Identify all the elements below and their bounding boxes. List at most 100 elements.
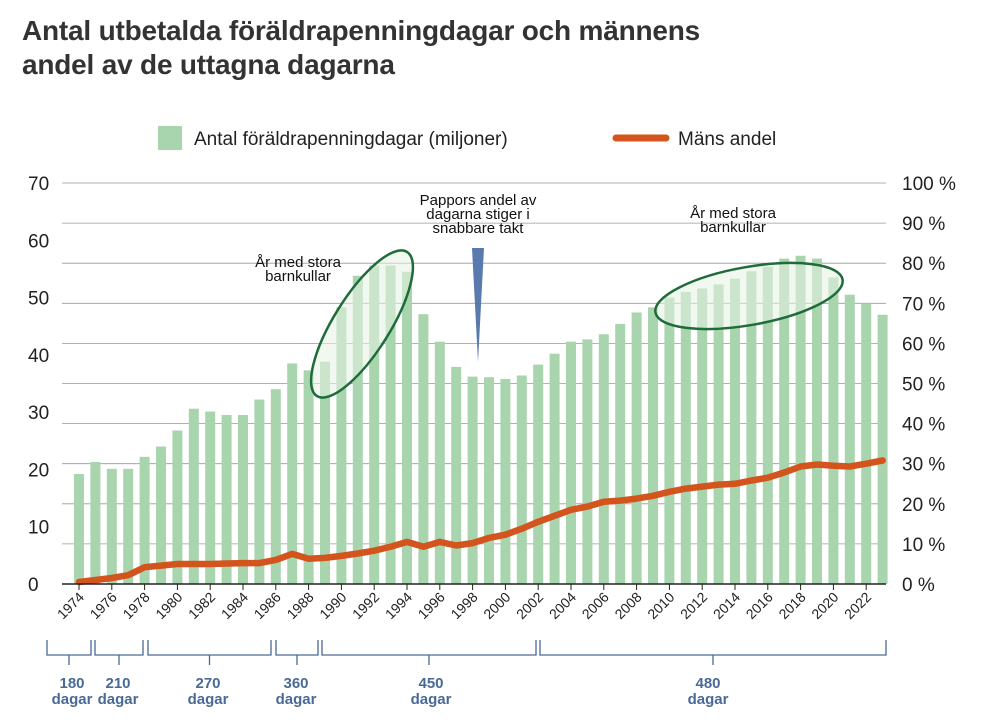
period-brackets [46, 640, 887, 665]
y-left-tick-label: 50 [28, 289, 49, 310]
bar-1976 [106, 468, 117, 584]
y-right-tick-label: 40 % [902, 415, 945, 436]
bar-2003 [549, 353, 560, 584]
bar-1977 [123, 468, 134, 584]
bar-2019 [812, 258, 822, 584]
x-tick-label: 2004 [546, 589, 579, 622]
bar-1996 [434, 341, 445, 584]
x-tick-label: 2000 [480, 589, 513, 622]
bar-2013 [713, 284, 724, 584]
bar-2020 [828, 277, 839, 584]
large-cohort-ellipse-right [654, 261, 844, 331]
y-right-tick-label: 100 % [902, 174, 956, 195]
bar-1978 [139, 456, 150, 584]
period-label-2-unit: dagar [98, 691, 139, 708]
x-ticks: 1974 1976 1978 1980 1982 1984 1986 1988 1990 1992… [54, 584, 874, 622]
bars [74, 255, 888, 584]
x-tick-label: 1990 [316, 589, 349, 622]
period-label-1-num: 180 [59, 675, 84, 692]
annotation-pappor: Pappors andel av dagarna stiger i snabba… [420, 192, 537, 362]
annotation-pappor-line-2: dagarna stiger i [426, 206, 529, 223]
annotation-stora-right-line-2: barnkullar [700, 219, 766, 236]
y-left-tick-label: 30 [28, 403, 49, 424]
bar-1975 [90, 461, 101, 584]
y-right-tick-label: 0 % [902, 575, 935, 596]
y-left-tick-label: 20 [28, 460, 49, 481]
annotation-stora-right: År med stora barnkullar [690, 205, 777, 236]
annotation-pappor-line-3: snabbare takt [433, 220, 525, 237]
y-left-tick-label: 60 [28, 231, 49, 252]
bar-1983 [221, 415, 232, 584]
chart-title-line-1: Antal utbetalda föräldrapenningdagar och… [22, 15, 701, 46]
bar-1982 [205, 411, 216, 584]
y-right-tick-label: 90 % [902, 214, 945, 235]
bar-2008 [631, 312, 642, 584]
period-bracket-5 [321, 640, 537, 656]
x-tick-label: 2012 [677, 589, 710, 622]
bar-2006 [598, 334, 609, 584]
bar-2009 [648, 307, 658, 584]
bar-1991 [352, 275, 363, 584]
bar-1980 [172, 430, 183, 584]
x-tick-label: 2002 [513, 589, 546, 622]
x-tick-label: 1984 [218, 589, 251, 622]
legend-line-label: Mäns andel [678, 129, 776, 150]
x-tick-label: 1974 [54, 589, 87, 622]
period-bracket-3 [147, 640, 272, 656]
bar-2015 [746, 271, 757, 584]
x-tick-label: 2006 [579, 589, 612, 622]
annotation-stora-left-line-1: År med stora [255, 254, 342, 271]
bar-1999 [484, 377, 494, 584]
x-tick-label: 2020 [808, 589, 841, 622]
x-tick-label: 2018 [775, 589, 808, 622]
x-tick-label: 2014 [710, 589, 743, 622]
y-right-tick-label: 80 % [902, 254, 945, 275]
x-tick-label: 1980 [152, 589, 185, 622]
period-bracket-2 [94, 640, 144, 656]
bar-2007 [615, 323, 626, 584]
annotation-stora-right-line-1: År med stora [690, 205, 777, 222]
period-label-5-num: 450 [418, 675, 443, 692]
y-right-tick-label: 50 % [902, 375, 945, 396]
x-tick-label: 1976 [87, 589, 120, 622]
period-label-3-num: 270 [195, 675, 220, 692]
annotation-pappor-line-1: Pappors andel av [420, 192, 537, 209]
y-right-tick-label: 10 % [902, 535, 945, 556]
x-tick-label: 2008 [611, 589, 644, 622]
period-label-6-unit: dagar [688, 691, 729, 708]
legend-bar-swatch [158, 126, 182, 150]
bar-1995 [418, 314, 429, 584]
x-tick-label: 2016 [743, 589, 776, 622]
mens-share-line [75, 457, 886, 586]
period-label-4-unit: dagar [276, 691, 317, 708]
chart-title: Antal utbetalda föräldrapenningdagar och… [22, 14, 922, 82]
y-right-tick-label: 20 % [902, 495, 945, 516]
bar-1974 [74, 474, 84, 584]
period-bracket-1 [46, 640, 92, 656]
y-left-tick-label: 70 [28, 174, 49, 195]
bar-1992 [369, 265, 380, 584]
y-left-ticks: 0 10 20 30 40 50 60 70 [28, 174, 49, 596]
chart-title-line-2: andel av de uttagna dagarna [22, 49, 395, 80]
bar-1985 [254, 399, 265, 584]
bar-1993 [385, 265, 396, 584]
y-left-tick-label: 0 [28, 575, 39, 596]
bar-1984 [238, 415, 248, 584]
y-right-tick-label: 30 % [902, 455, 945, 476]
bar-1998 [467, 376, 478, 584]
period-label-1-unit: dagar [52, 691, 93, 708]
period-labels: 180 dagar 210 dagar 270 dagar 360 dagar … [52, 675, 729, 708]
period-label-5-unit: dagar [411, 691, 452, 708]
bar-2002 [533, 364, 544, 584]
period-bracket-6 [539, 640, 887, 656]
period-label-3-unit: dagar [188, 691, 229, 708]
bar-2004 [566, 341, 576, 584]
x-tick-label: 1988 [283, 589, 316, 622]
large-cohort-ellipse-left [309, 249, 415, 399]
bar-2011 [680, 291, 691, 584]
y-right-tick-label: 70 % [902, 294, 945, 315]
bar-1981 [188, 408, 199, 584]
y-right-tick-label: 60 % [902, 334, 945, 355]
